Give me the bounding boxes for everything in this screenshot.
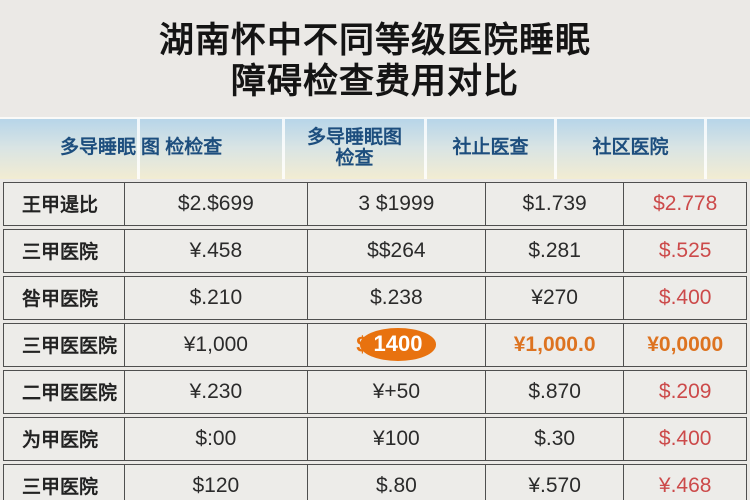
fee-cell: ¥+50 — [308, 370, 486, 413]
fee-cell: $1400 — [308, 323, 486, 366]
header-cell-psg-2: 图 检检查 — [140, 118, 285, 179]
header-cell-community-hospital: 社区医院 — [557, 118, 707, 179]
fee-cell: $.525 — [658, 238, 712, 262]
table-row: 三甲医院 $120 $.80 ¥.570 ¥.468 — [3, 463, 747, 500]
header-label: 多导睡眠 — [59, 137, 136, 159]
header-cell-empty — [707, 119, 750, 179]
hospital-label: 三甲医医院 — [4, 323, 125, 366]
highlighted-fee: $1400 — [356, 328, 437, 362]
header-label: 多导睡眠图 — [306, 126, 402, 148]
page-title-line-2: 障碍检查费用对比 — [230, 62, 519, 102]
header-cell-community-exam: 社止医查 — [427, 118, 557, 179]
fee-cell: ¥.468 — [658, 473, 712, 497]
hospital-label: 王甲遈比 — [4, 182, 125, 225]
fee-cell: $.400 — [658, 426, 712, 450]
fee-cell: $.80 — [308, 464, 486, 500]
page-title-line-1: 湖南怀中不同等级医院睡眠 — [158, 21, 591, 60]
table-row: 三甲医医院 ¥1,000 $1400 ¥1,000.0 ¥0,0000 — [3, 322, 747, 367]
table-body: 王甲遈比 $2.$699 3 $1999 $1.739 $2.778 三甲医院 ¥.458 $… — [3, 181, 747, 500]
currency-prefix: $ — [356, 331, 369, 357]
hospital-label: 三甲医院 — [4, 464, 125, 500]
fee-cell: $1.739 — [486, 182, 625, 225]
table-row: 王甲遈比 $2.$699 3 $1999 $1.739 $2.778 — [3, 181, 747, 226]
header-label: 社止医查 — [452, 137, 529, 159]
fee-cell: ¥.458 — [125, 229, 308, 272]
fee-cell: $.210 — [125, 276, 308, 319]
fee-cell: ¥1,000 — [125, 323, 308, 366]
table-row: 二甲医医院 ¥.230 ¥+50 $.870 $.209 — [3, 369, 747, 414]
table-row: 为甲医院 $:00 ¥100 $.30 $.400 — [3, 416, 747, 461]
hospital-label: 为甲医院 — [4, 417, 125, 460]
header-label: 社区医院 — [592, 137, 669, 159]
table-row: 三甲医院 ¥.458 $$264 $.281 $.525 — [3, 228, 747, 273]
header-label: 图 检检查 — [141, 137, 223, 159]
hospital-label: 三甲医院 — [4, 229, 125, 272]
fee-cell: $.30 — [486, 417, 625, 460]
hospital-label: 二甲医医院 — [4, 370, 125, 413]
header-cell-psg-1: 多导睡眠 — [0, 118, 140, 179]
fee-cell: $.400 — [658, 285, 712, 309]
fee-cell: ¥270 — [486, 276, 625, 319]
header-cell-psg-exam: 多导睡眠图 检查 — [285, 118, 427, 179]
fee-cell: ¥1,000.0 — [486, 323, 625, 366]
header-label: 检查 — [335, 147, 374, 169]
fee-cell: $.281 — [486, 229, 625, 272]
table-header-row: 多导睡眠 图 检检查 多导睡眠图 检查 社止医查 社区医院 — [0, 116, 750, 179]
fee-cell: ¥100 — [308, 417, 486, 460]
fee-cell: $.870 — [486, 370, 625, 413]
page-title: 湖南怀中不同等级医院睡眠 障碍检查费用对比 — [0, 0, 750, 103]
fee-cell: $:00 — [125, 417, 308, 460]
fee-cell: $.238 — [308, 276, 486, 319]
fee-cell: $$264 — [308, 229, 486, 272]
highlight-oval: 1400 — [359, 328, 437, 362]
table-row: 咎甲医院 $.210 $.238 ¥270 $.400 — [3, 275, 747, 320]
fee-cell: $2.$699 — [125, 182, 308, 225]
fee-cell: 3 $1999 — [308, 182, 486, 225]
fee-cell: ¥.570 — [486, 464, 625, 500]
fee-cell: $120 — [125, 464, 308, 500]
hospital-label: 咎甲医院 — [4, 276, 125, 319]
fee-cell: $2.778 — [653, 191, 718, 215]
fee-cell: $.209 — [658, 379, 712, 403]
fee-cell: ¥0,0000 — [647, 332, 724, 356]
fee-cell: ¥.230 — [125, 370, 308, 413]
